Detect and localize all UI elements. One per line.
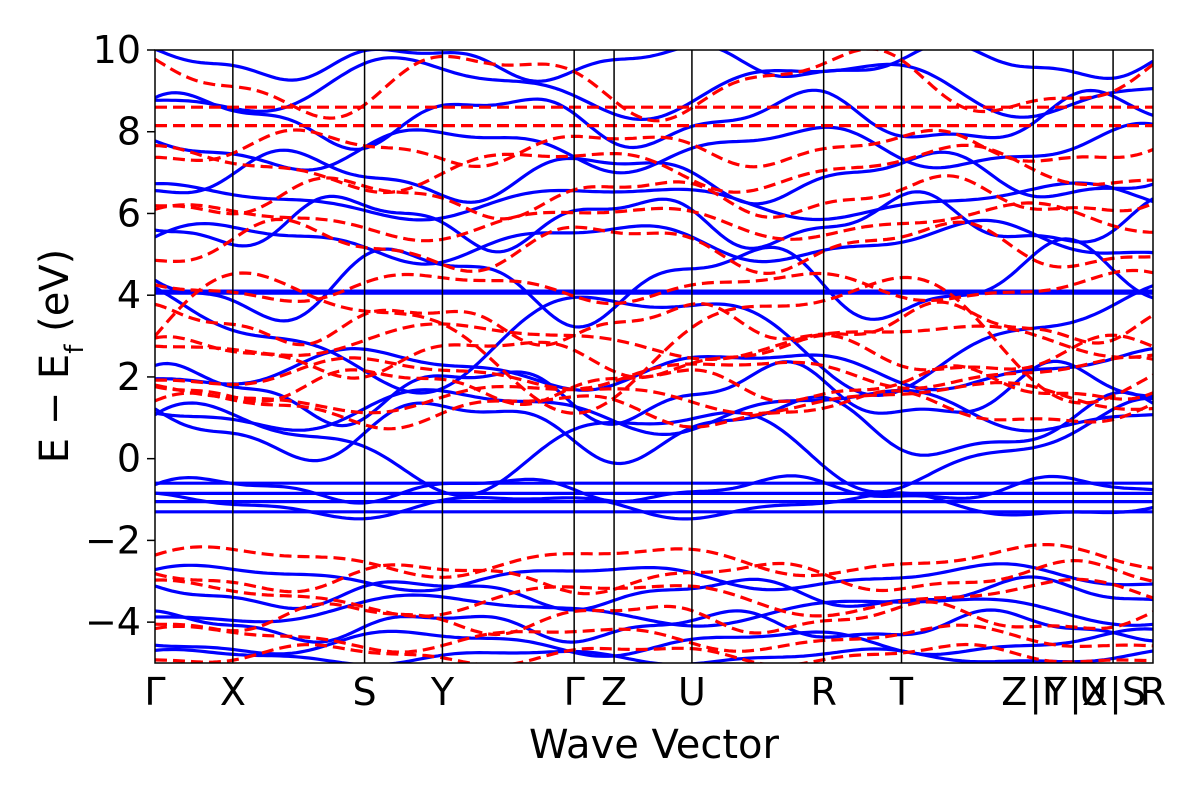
y-axis-label: E − Ef (eV) bbox=[32, 249, 90, 464]
band-line-solid bbox=[155, 190, 1153, 254]
band-line-solid bbox=[155, 88, 1153, 151]
band-line-solid bbox=[155, 491, 1153, 521]
band-line-dashed bbox=[155, 642, 1153, 663]
y-tick-label: 0 bbox=[117, 437, 141, 481]
band-line-solid bbox=[155, 359, 1153, 428]
x-tick-label: |S bbox=[1109, 670, 1146, 715]
y-tick-label: 4 bbox=[117, 273, 141, 317]
band-line-dashed bbox=[155, 381, 1153, 416]
band-line-dashed bbox=[155, 577, 1153, 618]
band-line-dashed bbox=[155, 322, 1153, 361]
band-line-solid bbox=[155, 218, 1153, 266]
y-axis-label-subscript: f bbox=[60, 344, 90, 354]
kpoint-lines bbox=[232, 50, 1114, 663]
band-line-solid bbox=[155, 284, 1153, 398]
x-tick-label: U bbox=[678, 670, 706, 714]
y-axis-label-unit: (eV) bbox=[32, 249, 78, 345]
x-tick-label: X bbox=[220, 670, 246, 714]
y-tick-label: 10 bbox=[93, 28, 141, 72]
x-tick-label: Z bbox=[1001, 670, 1027, 714]
band-line-solid bbox=[155, 181, 1153, 222]
x-tick-label: |Γ bbox=[1029, 670, 1063, 715]
band-line-dashed bbox=[155, 364, 1153, 406]
band-line-dashed bbox=[155, 543, 1153, 579]
band-line-dashed bbox=[155, 201, 1153, 243]
band-line-solid bbox=[155, 647, 1153, 663]
plot-frame bbox=[154, 49, 1154, 664]
band-line-solid bbox=[155, 474, 1153, 505]
band-line-dashed bbox=[155, 333, 1153, 380]
band-line-solid bbox=[155, 121, 1153, 175]
band-line-dashed bbox=[155, 600, 1153, 637]
x-tick-label: Y bbox=[1043, 670, 1068, 714]
band-line-solid bbox=[155, 50, 1153, 83]
y-tick-label: −2 bbox=[85, 518, 141, 562]
band-line-solid bbox=[155, 593, 1153, 628]
y-axis-label-main: E − E bbox=[32, 354, 78, 464]
x-tick-label: Z bbox=[601, 670, 627, 714]
band-line-dashed bbox=[155, 268, 1153, 306]
y-tick-label: 2 bbox=[117, 355, 141, 399]
x-tick-label: R bbox=[810, 670, 836, 714]
band-line-solid bbox=[155, 396, 1153, 498]
band-line-dashed bbox=[155, 50, 1153, 123]
y-ticks: −4 −2 0 2 4 6 8 10 bbox=[85, 28, 155, 644]
x-tick-label: Γ bbox=[144, 670, 165, 714]
x-axis-label: Wave Vector bbox=[529, 722, 780, 768]
band-line-dashed bbox=[155, 558, 1153, 596]
x-tick-label: Γ bbox=[564, 670, 585, 714]
band-line-solid bbox=[155, 390, 1153, 466]
band-line-dashed bbox=[155, 271, 1153, 415]
band-line-dashed bbox=[155, 300, 1153, 347]
band-line-dashed bbox=[155, 143, 1153, 195]
y-tick-label: 6 bbox=[117, 191, 141, 235]
x-tick-label: Y bbox=[430, 670, 455, 714]
x-tick-label: S bbox=[353, 670, 377, 714]
band-line-dashed bbox=[155, 128, 1153, 169]
x-ticks: Γ X S Y Γ Z U R T Z |ΓY |XU |SR bbox=[144, 670, 1166, 715]
x-tick-label: U bbox=[1079, 670, 1107, 714]
band-line-dashed bbox=[155, 217, 1153, 276]
bands-layer bbox=[155, 50, 1153, 663]
y-tick-label: −4 bbox=[85, 600, 141, 644]
plot-background bbox=[155, 50, 1153, 663]
x-tick-label: R bbox=[1140, 670, 1166, 714]
band-line-solid bbox=[155, 562, 1153, 593]
x-tick-label: |X bbox=[1069, 670, 1108, 715]
band-line-dashed bbox=[155, 174, 1153, 221]
x-tick-label: T bbox=[889, 670, 914, 714]
band-line-dashed bbox=[155, 389, 1153, 431]
y-tick-label: 8 bbox=[117, 110, 141, 154]
band-line-solid bbox=[155, 608, 1153, 644]
band-line-dashed bbox=[155, 623, 1153, 654]
band-line-dashed bbox=[155, 355, 1153, 391]
